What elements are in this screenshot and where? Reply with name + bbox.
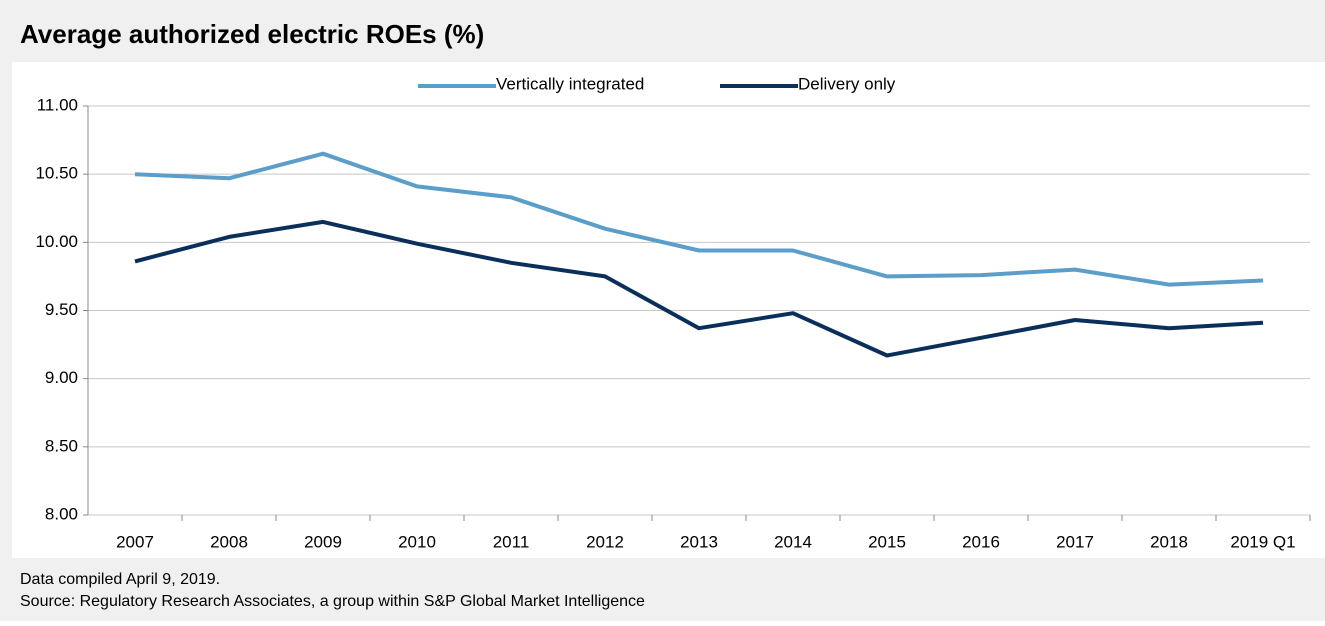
y-tick-label: 11.00 — [37, 95, 78, 114]
x-tick-label: 2017 — [1056, 532, 1094, 551]
note: Data compiled April 9, 2019. — [20, 571, 220, 588]
x-tick-label: 2019 Q1 — [1230, 532, 1295, 551]
x-tick-label: 2015 — [868, 532, 906, 551]
series-line — [134, 151, 1264, 287]
series-line — [134, 219, 1264, 358]
x-tick-label: 2012 — [586, 532, 624, 551]
x-tick-label: 2013 — [680, 532, 718, 551]
x-tick-label: 2007 — [116, 532, 154, 551]
y-tick-label: 10.00 — [35, 232, 78, 251]
x-tick-label: 2010 — [398, 532, 436, 551]
legend-label: Delivery only — [798, 74, 896, 93]
note: Source: Regulatory Research Associates, … — [20, 593, 645, 610]
x-tick-label: 2011 — [493, 532, 530, 551]
x-tick-label: 2016 — [962, 532, 1000, 551]
y-tick-label: 10.50 — [35, 164, 78, 183]
y-tick-label: 9.00 — [45, 368, 78, 387]
legend-label: Vertically integrated — [496, 74, 644, 93]
x-tick-label: 2008 — [210, 532, 248, 551]
x-tick-label: 2018 — [1150, 532, 1188, 551]
x-tick-label: 2014 — [774, 532, 812, 551]
chart-title: Average authorized electric ROEs (%) — [20, 19, 484, 49]
y-tick-label: 8.00 — [45, 504, 78, 523]
y-tick-label: 8.50 — [45, 436, 78, 455]
x-tick-label: 2009 — [304, 532, 342, 551]
y-tick-label: 9.50 — [45, 300, 78, 319]
